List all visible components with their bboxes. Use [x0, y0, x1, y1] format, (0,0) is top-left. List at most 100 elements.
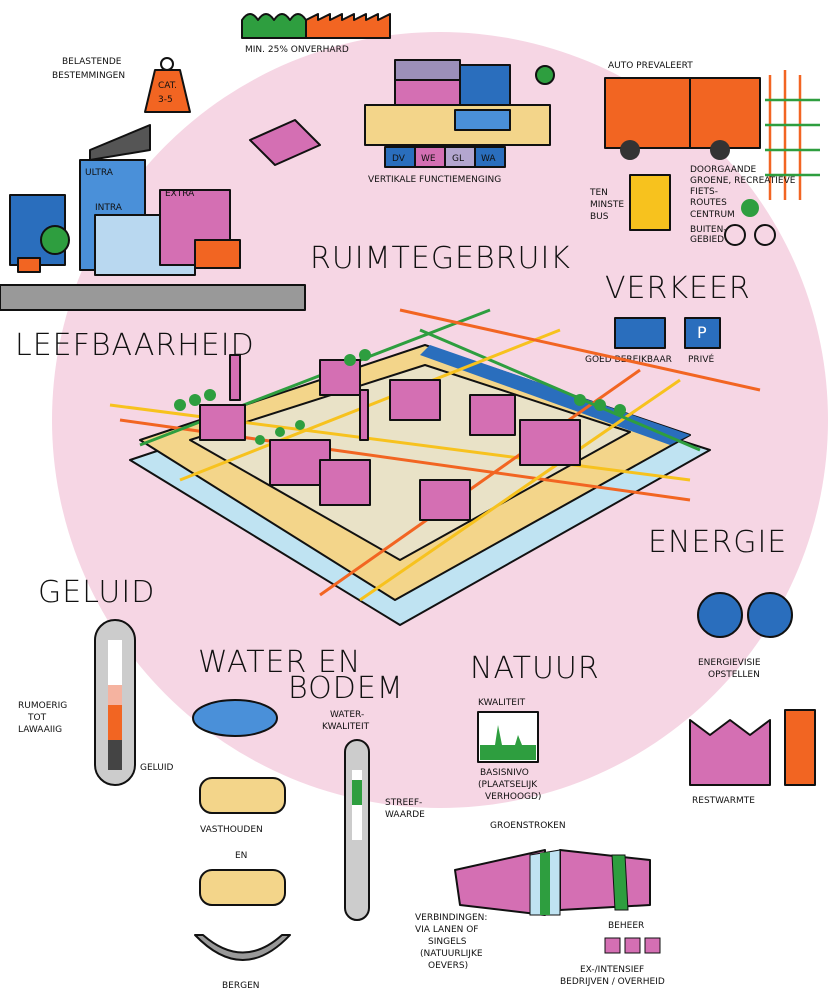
label: GROENE, RECREATIEVE: [690, 176, 796, 186]
city-plan-part-part: [390, 380, 440, 420]
functiemenging-part: [395, 80, 460, 105]
label: STREEF-: [385, 798, 422, 808]
city-plan-part-part: [200, 405, 245, 440]
traffic-icons-part: [710, 140, 730, 160]
label: CENTRUM: [690, 210, 735, 220]
functiemenging-part: [536, 66, 554, 84]
geluid-part: [108, 705, 122, 740]
traffic-icons-part: [605, 78, 695, 148]
label: CAT.: [158, 81, 177, 91]
label: WAARDE: [385, 810, 425, 820]
traffic-icons-part: [741, 199, 759, 217]
natuur-part: [560, 850, 650, 910]
page: Ruimtegebruik {"top_bar":{"label":"MIN. …: [0, 0, 833, 994]
label: 3-5: [158, 95, 173, 105]
geluid-part: [108, 640, 122, 685]
label: DV: [392, 154, 406, 164]
bar-label: MIN. 25% ONVERHARD: [245, 45, 349, 55]
label: WA: [481, 154, 496, 164]
label: OPSTELLEN: [708, 670, 760, 680]
water-en-bodem-part: [193, 700, 277, 736]
energie-part: [748, 593, 792, 637]
label: TOT: [27, 713, 47, 723]
water-en-bodem-part: [352, 780, 362, 805]
city-plan-part-part: [255, 435, 265, 445]
label: BUITEN-: [690, 225, 727, 235]
city-plan-part-part: [204, 389, 216, 401]
natuur-part: [605, 938, 660, 953]
label: SINGELS: [428, 937, 467, 947]
label: VIA LANEN OF: [415, 925, 478, 935]
label: ENERGIE: [648, 525, 787, 560]
city-plan-part-part: [470, 395, 515, 435]
label: BASISNIVO: [480, 768, 529, 778]
title-ruimtegebruik: RUIMTEGEBRUIK: [310, 241, 571, 276]
label: BELASTENDE: [62, 57, 122, 67]
city-plan-part-part: [189, 394, 201, 406]
city-plan-part-part: [594, 399, 606, 411]
label: GL: [452, 154, 464, 164]
label: ULTRA: [85, 168, 114, 178]
energie-part: [690, 720, 770, 785]
body: MIN. 25% ONVERHARD BELASTENDE BESTEMMING…: [0, 0, 833, 994]
weight-part: [145, 70, 190, 112]
city-plan-part-part: [344, 354, 356, 366]
label: BERGEN: [222, 981, 260, 991]
unpaved-bar-part: [306, 14, 390, 38]
city-plan-part-part: [174, 399, 186, 411]
label: TEN: [589, 188, 608, 198]
city-plan-part-part: [275, 427, 285, 437]
label: VASTHOUDEN: [200, 825, 263, 835]
label: (NATUURLIJKE: [420, 949, 483, 959]
label: VERHOOGD): [485, 792, 541, 802]
label: FIETS-: [690, 187, 718, 197]
label: EXTRA: [165, 189, 195, 199]
label: BEDRIJVEN / OVERHEID: [560, 977, 665, 987]
label: VERBINDINGEN:: [415, 913, 487, 923]
label: BODEM: [288, 671, 404, 706]
title-leefbaarheid: LEEFBAARHEID: [15, 328, 255, 363]
label: MINSTE: [590, 200, 624, 210]
label: EX-/INTENSIEF: [580, 965, 644, 975]
leefbaarheid-scene-part: [195, 240, 240, 268]
label: WATER-: [330, 710, 364, 720]
city-plan-part-part: [320, 460, 370, 505]
leefbaarheid-scene-part: [18, 258, 40, 272]
city-plan-part-part: [520, 420, 580, 465]
functiemenging-part: [455, 110, 510, 130]
energie-part: [698, 593, 742, 637]
water-en-bodem-part: [200, 778, 285, 813]
label: DOORGAANDE: [690, 165, 757, 175]
geluid-part: [108, 685, 122, 705]
geluid-part: [108, 740, 122, 770]
city-plan-part-part: [614, 404, 626, 416]
label: GROENSTROKEN: [490, 821, 566, 831]
weight: BELASTENDE BESTEMMINGEN CAT. 3-5: [52, 57, 190, 112]
label: BESTEMMINGEN: [52, 71, 125, 81]
functiemenging-label: VERTIKALE FUNCTIEMENGING: [368, 175, 501, 185]
energie-part: [785, 710, 815, 785]
natuur-part: [540, 852, 550, 915]
geluid: GELUID RUMOERIG TOT LAWAAIIG GELUID: [18, 575, 173, 785]
label: WE: [421, 154, 436, 164]
city-plan-part-part: [359, 349, 371, 361]
label: BEHEER: [608, 921, 644, 931]
natuur-part: [612, 855, 628, 910]
functiemenging-part: [460, 65, 510, 110]
label: VERKEER: [605, 271, 751, 306]
weight-part: [161, 58, 173, 70]
label: ROUTES: [690, 198, 727, 208]
traffic-icons-part-part: [765, 100, 820, 175]
city-plan-part-part: [320, 360, 360, 395]
traffic-icons-part: [630, 175, 670, 230]
water-en-bodem-part: [195, 935, 290, 960]
label: RESTWARMTE: [692, 796, 755, 806]
leefbaarheid-scene-part: [0, 285, 305, 310]
label: ENERGIEVISIE: [698, 658, 761, 668]
leefbaarheid-scene-part: [41, 226, 69, 254]
label: INTRA: [95, 203, 123, 213]
traffic-icons-part: [620, 140, 640, 160]
label: BUS: [590, 212, 609, 222]
label: (PLAATSELIJK: [478, 780, 538, 790]
city-plan-part-part: [295, 420, 305, 430]
